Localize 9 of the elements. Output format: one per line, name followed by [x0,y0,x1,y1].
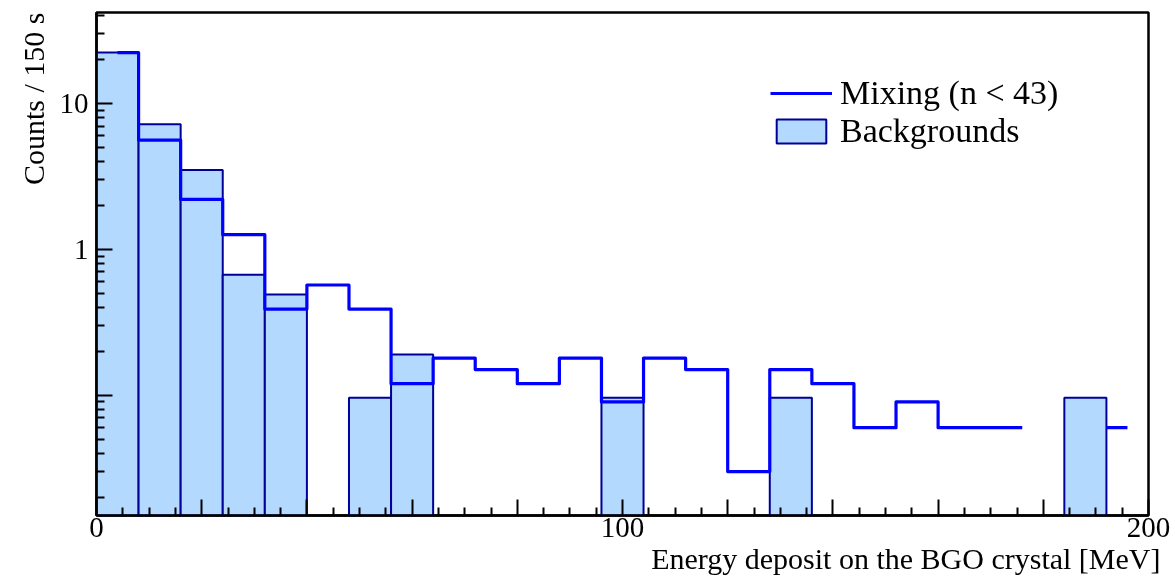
legend-label: Mixing (n < 43) [840,74,1059,112]
x-tick-label: 200 [1126,510,1171,543]
x-tick-label: 0 [89,510,104,543]
y-axis-title: Counts / 150 s [16,12,50,186]
y-tick-label: 1 [74,232,89,265]
y-tick-label: 10 [59,86,89,119]
x-axis-title: Energy deposit on the BGO crystal [MeV] [651,541,1161,575]
x-tick-label: 100 [600,510,645,543]
legend-label: Backgrounds [840,112,1020,150]
